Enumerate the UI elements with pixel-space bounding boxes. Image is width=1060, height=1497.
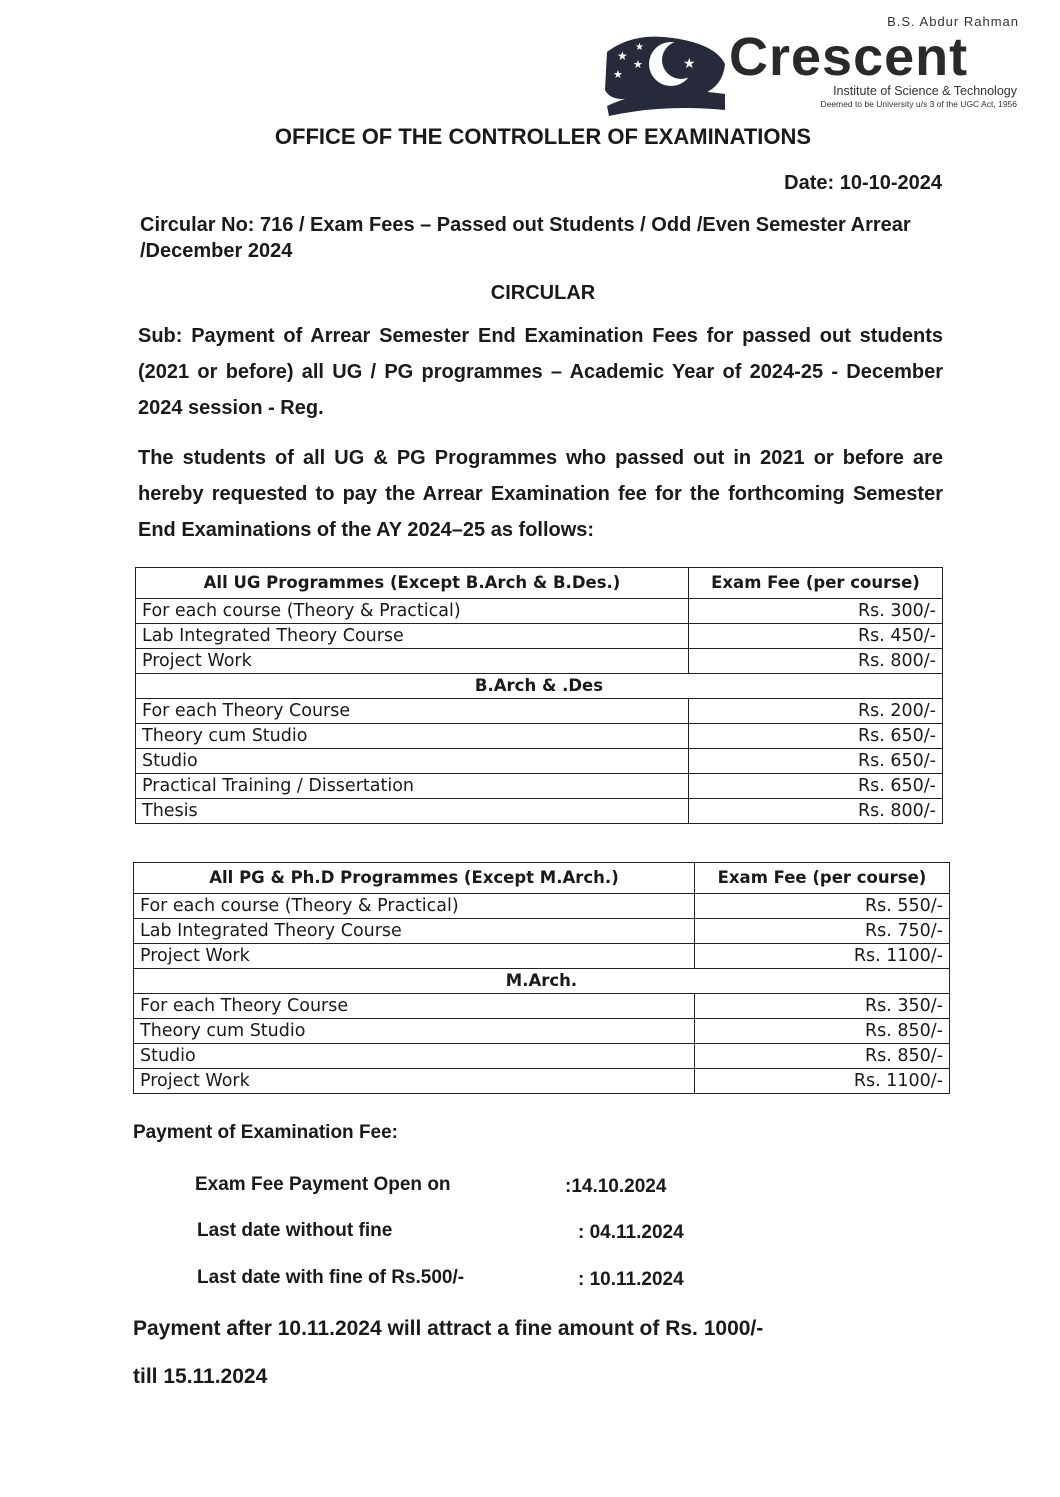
course-cell: Project Work [135, 648, 689, 674]
fee-cell: Rs. 750/- [694, 918, 950, 944]
svg-text:★: ★ [617, 49, 628, 63]
table-header-row: All PG & Ph.D Programmes (Except M.Arch.… [133, 862, 950, 894]
fee-cell: Rs. 800/- [688, 648, 943, 674]
svg-text:★: ★ [613, 68, 623, 81]
fee-cell: Rs. 300/- [688, 598, 943, 624]
fee-cell: Rs. 1100/- [694, 943, 950, 969]
pg-fee-table: All PG & Ph.D Programmes (Except M.Arch.… [133, 862, 950, 1094]
logo-line1: Institute of Science & Technology [833, 84, 1017, 98]
table-row: Theory cum Studio Rs. 650/- [135, 723, 943, 749]
section-header: M.Arch. [133, 968, 950, 994]
payment-label: Last date without fine [197, 1220, 393, 1241]
payment-value: : 04.11.2024 [578, 1222, 684, 1243]
logo-line2: Deemed to be University u/s 3 of the UGC… [820, 99, 1017, 109]
course-cell: Studio [135, 748, 689, 774]
course-cell: Theory cum Studio [135, 723, 689, 749]
fee-cell: Rs. 850/- [694, 1018, 950, 1044]
fee-cell: Rs. 850/- [694, 1043, 950, 1069]
column-header: All UG Programmes (Except B.Arch & B.Des… [135, 567, 689, 599]
svg-text:★: ★ [635, 42, 644, 53]
course-cell: Practical Training / Dissertation [135, 773, 689, 799]
course-cell: For each course (Theory & Practical) [135, 598, 689, 624]
table-row: For each course (Theory & Practical) Rs. … [133, 893, 950, 919]
course-cell: For each course (Theory & Practical) [133, 893, 695, 919]
svg-text:★: ★ [633, 58, 643, 71]
body-text: The students of all UG & PG Programmes w… [138, 447, 943, 541]
payment-label: Last date with fine of Rs.500/- [197, 1267, 465, 1288]
fee-cell: Rs. 650/- [688, 773, 943, 799]
circular-number: Circular No: 716 / Exam Fees – Passed ou… [140, 214, 911, 262]
fee-cell: Rs. 350/- [694, 993, 950, 1019]
section-row: M.Arch. [133, 968, 950, 994]
course-cell: Thesis [135, 798, 689, 824]
table-row: Practical Training / Dissertation Rs. 650… [135, 773, 943, 799]
circular-heading: CIRCULAR [490, 282, 596, 304]
section-header: B.Arch & .Des [135, 673, 943, 699]
fee-cell: Rs. 800/- [688, 798, 943, 824]
table-row: Studio Rs. 650/- [135, 748, 943, 774]
column-header: Exam Fee (per course) [688, 567, 943, 599]
table-row: Project Work Rs. 800/- [135, 648, 943, 674]
office-title: OFFICE OF THE CONTROLLER OF EXAMINATIONS [274, 124, 812, 149]
course-cell: Lab Integrated Theory Course [135, 623, 689, 649]
payment-label: Exam Fee Payment Open on [195, 1174, 451, 1195]
table-row: Lab Integrated Theory Course Rs. 450/- [135, 623, 943, 649]
course-cell: Lab Integrated Theory Course [133, 918, 695, 944]
table-row: Theory cum Studio Rs. 850/- [133, 1018, 950, 1044]
payment-heading: Payment of Examination Fee: [133, 1122, 399, 1143]
course-cell: For each Theory Course [135, 698, 689, 724]
table-row: Lab Integrated Theory Course Rs. 750/- [133, 918, 950, 944]
course-cell: Project Work [133, 943, 695, 969]
payment-value: :14.10.2024 [565, 1176, 667, 1197]
fee-cell: Rs. 650/- [688, 748, 943, 774]
table-row: Project Work Rs. 1100/- [133, 943, 950, 969]
table-row: For each Theory Course Rs. 200/- [135, 698, 943, 724]
fine-note: Payment after 10.11.2024 will attract a … [133, 1317, 764, 1340]
section-row: B.Arch & .Des [135, 673, 943, 699]
logo-name: Crescent [729, 27, 969, 87]
fee-cell: Rs. 200/- [688, 698, 943, 724]
fee-cell: Rs. 1100/- [694, 1068, 950, 1094]
column-header: All PG & Ph.D Programmes (Except M.Arch.… [133, 862, 695, 894]
logo-top-line: B.S. Abdur Rahman [887, 14, 1019, 29]
subject: Sub: Payment of Arrear Semester End Exam… [138, 325, 943, 419]
ug-fee-table: All UG Programmes (Except B.Arch & B.Des… [135, 567, 943, 824]
course-cell: Project Work [133, 1068, 695, 1094]
fine-note-deadline: till 15.11.2024 [133, 1365, 268, 1388]
fee-cell: Rs. 450/- [688, 623, 943, 649]
course-cell: Studio [133, 1043, 695, 1069]
column-header: Exam Fee (per course) [694, 862, 950, 894]
table-row: Project Work Rs. 1100/- [133, 1068, 950, 1094]
table-row: For each Theory Course Rs. 350/- [133, 993, 950, 1019]
crescent-emblem-icon: ★ ★ ★ ★ ★ [605, 36, 725, 116]
table-row: Studio Rs. 850/- [133, 1043, 950, 1069]
fee-cell: Rs. 550/- [694, 893, 950, 919]
course-cell: For each Theory Course [133, 993, 695, 1019]
circular-date: Date: 10-10-2024 [784, 172, 942, 194]
course-cell: Theory cum Studio [133, 1018, 695, 1044]
table-row: For each course (Theory & Practical) Rs. … [135, 598, 943, 624]
table-row: Thesis Rs. 800/- [135, 798, 943, 824]
crescent-logo: ★ ★ ★ ★ ★ B.S. Abdur Rahman Crescent Ins… [603, 14, 1023, 116]
payment-value: : 10.11.2024 [578, 1269, 684, 1290]
fee-cell: Rs. 650/- [688, 723, 943, 749]
svg-text:★: ★ [683, 56, 696, 72]
table-header-row: All UG Programmes (Except B.Arch & B.Des… [135, 567, 943, 599]
